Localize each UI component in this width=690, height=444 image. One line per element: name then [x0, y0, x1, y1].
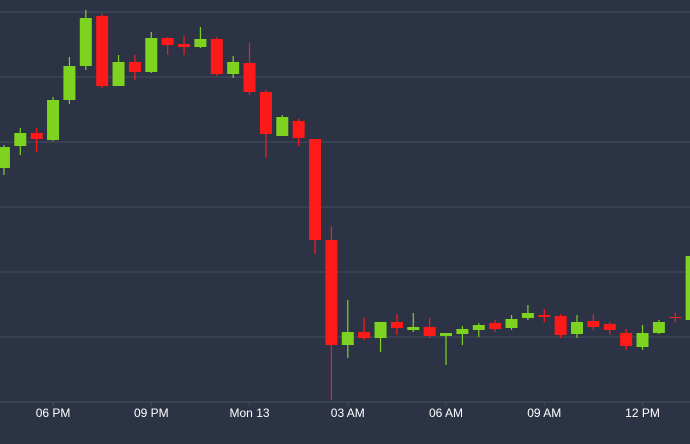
candle-body [669, 317, 682, 318]
candle-body [521, 313, 534, 318]
x-tick-label: 09 AM [527, 406, 561, 420]
candle-body [603, 324, 616, 330]
candle-body [358, 332, 371, 338]
x-tick-label: Mon 13 [230, 406, 270, 420]
candle-body [194, 39, 207, 47]
candle-body [292, 121, 305, 138]
candle-body [145, 38, 158, 72]
candle-body [341, 332, 354, 345]
candle-body [636, 333, 649, 347]
candle-body [423, 327, 436, 336]
candle-body [309, 139, 322, 240]
x-tick-label: 06 AM [429, 406, 463, 420]
x-tick-label: 03 AM [331, 406, 365, 420]
x-tick-label: 12 PM [625, 406, 660, 420]
candle-body [440, 333, 453, 336]
candle-body [128, 62, 141, 72]
candle-body [227, 62, 240, 74]
x-tick-label: 06 PM [36, 406, 71, 420]
candle-body [472, 325, 485, 330]
candle-body [161, 38, 174, 45]
candle-body [79, 18, 92, 66]
candle-body [325, 240, 338, 345]
candle-body [47, 100, 60, 140]
candle-body [538, 315, 551, 317]
candle-body [243, 63, 256, 92]
candle-body [456, 329, 469, 334]
candle-body [210, 39, 223, 74]
candle-body [505, 319, 518, 328]
candle-body [178, 44, 191, 47]
candle-body [390, 322, 403, 328]
candle-body [685, 256, 690, 320]
candle-body [620, 333, 633, 346]
candle-body [407, 327, 420, 330]
candle-body [63, 66, 76, 100]
candle-body [374, 322, 387, 338]
candle-body [587, 321, 600, 327]
candle-body [0, 147, 10, 168]
candle-body [276, 117, 289, 136]
candle-body [112, 62, 125, 86]
candle-body [96, 16, 109, 86]
x-tick-label: 09 PM [134, 406, 169, 420]
candle-body [489, 323, 502, 329]
candle-body [571, 322, 584, 334]
candle-body [259, 92, 272, 134]
candle-body [554, 316, 567, 335]
candle-body [14, 133, 27, 146]
candle-body [652, 322, 665, 333]
candle-body [30, 133, 43, 139]
